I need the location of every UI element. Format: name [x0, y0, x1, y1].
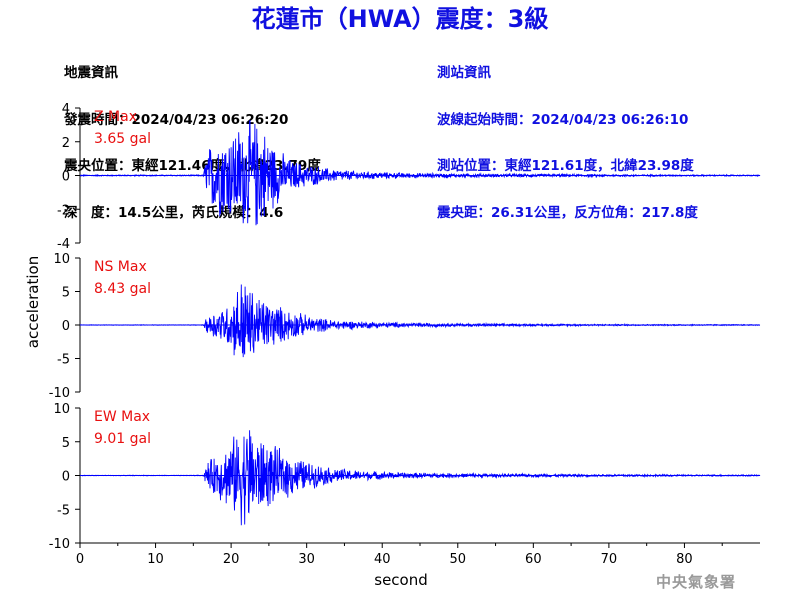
- y-tick-label: 0: [62, 319, 70, 334]
- wave-start-time: 波線起始時間：2024/04/23 06:26:10: [437, 111, 689, 128]
- station-info-block: 測站資訊 波線起始時間：2024/04/23 06:26:10 測站位置：東經1…: [437, 35, 698, 237]
- x-tick-label: 50: [450, 552, 467, 567]
- y-tick-label: 5: [62, 436, 70, 451]
- max-label-title: NS Max: [94, 259, 147, 275]
- x-axis: 0 10 20 30 40 50 60 70 80: [76, 542, 760, 567]
- waveform-ew: [79, 430, 761, 526]
- depth-magnitude: 深 度：14.5公里，芮氏規模：4.6: [64, 204, 284, 221]
- epicentral-distance: 震央距：26.31公里，反方位角：217.8度: [437, 204, 698, 221]
- y-tick-label: 10: [53, 252, 70, 267]
- agency-watermark: 中央氣象署: [656, 573, 737, 591]
- station-location: 測站位置：東經121.61度，北緯23.98度: [437, 158, 694, 174]
- y-tick-label: 4: [62, 102, 70, 117]
- x-tick-label: 40: [374, 552, 391, 567]
- max-label-value: 3.65 gal: [94, 131, 151, 147]
- y-tick-label: 0: [62, 470, 70, 485]
- panel-ns: 10 5 0 -5 -10 NS Max 8.43 gal: [49, 252, 761, 401]
- max-label-value: 9.01 gal: [94, 431, 151, 447]
- x-axis-label: second: [374, 571, 428, 589]
- panel-ew: 10 5 0 -5 -10 EW Max 9.01 gal: [49, 402, 761, 552]
- y-tick-label: -4: [57, 237, 70, 252]
- y-tick-label: -5: [57, 503, 70, 518]
- x-tick-label: 80: [676, 552, 693, 567]
- y-tick-label: 0: [62, 170, 70, 185]
- max-label-title: EW Max: [94, 409, 150, 425]
- chart-panels: 4 2 0 -2 -4 Z Max 3.65 gal 10 5 0 -5 -10 NS Max 8.43 …: [49, 102, 761, 552]
- x-tick-label: 0: [76, 552, 84, 567]
- max-label-value: 8.43 gal: [94, 281, 151, 297]
- y-tick-label: -5: [57, 353, 70, 368]
- page-title: 花蓮市（HWA）震度：3級: [0, 4, 800, 34]
- y-tick-label: -2: [57, 203, 70, 218]
- x-tick-label: 60: [525, 552, 542, 567]
- station-info-heading: 測站資訊: [437, 65, 491, 81]
- y-axis-label: acceleration: [24, 256, 42, 348]
- origin-time: 發震時間：2024/04/23 06:26:20: [64, 111, 289, 128]
- title-text: 花蓮市（HWA）震度：3級: [251, 5, 549, 33]
- panel-z: 4 2 0 -2 -4 Z Max 3.65 gal: [57, 102, 761, 252]
- x-tick-label: 70: [601, 552, 618, 567]
- max-label-title: Z Max: [94, 109, 137, 125]
- x-tick-label: 20: [223, 552, 240, 567]
- waveform-z: [79, 120, 761, 226]
- y-tick-label: 2: [62, 136, 70, 151]
- y-tick-label: -10: [49, 386, 70, 401]
- y-tick-label: 10: [53, 402, 70, 417]
- event-info-heading: 地震資訊: [64, 65, 118, 81]
- waveform-ns: [79, 284, 761, 358]
- x-tick-label: 30: [298, 552, 315, 567]
- x-tick-label: 10: [147, 552, 164, 567]
- y-tick-label: 5: [62, 286, 70, 301]
- y-tick-label: -10: [49, 537, 70, 552]
